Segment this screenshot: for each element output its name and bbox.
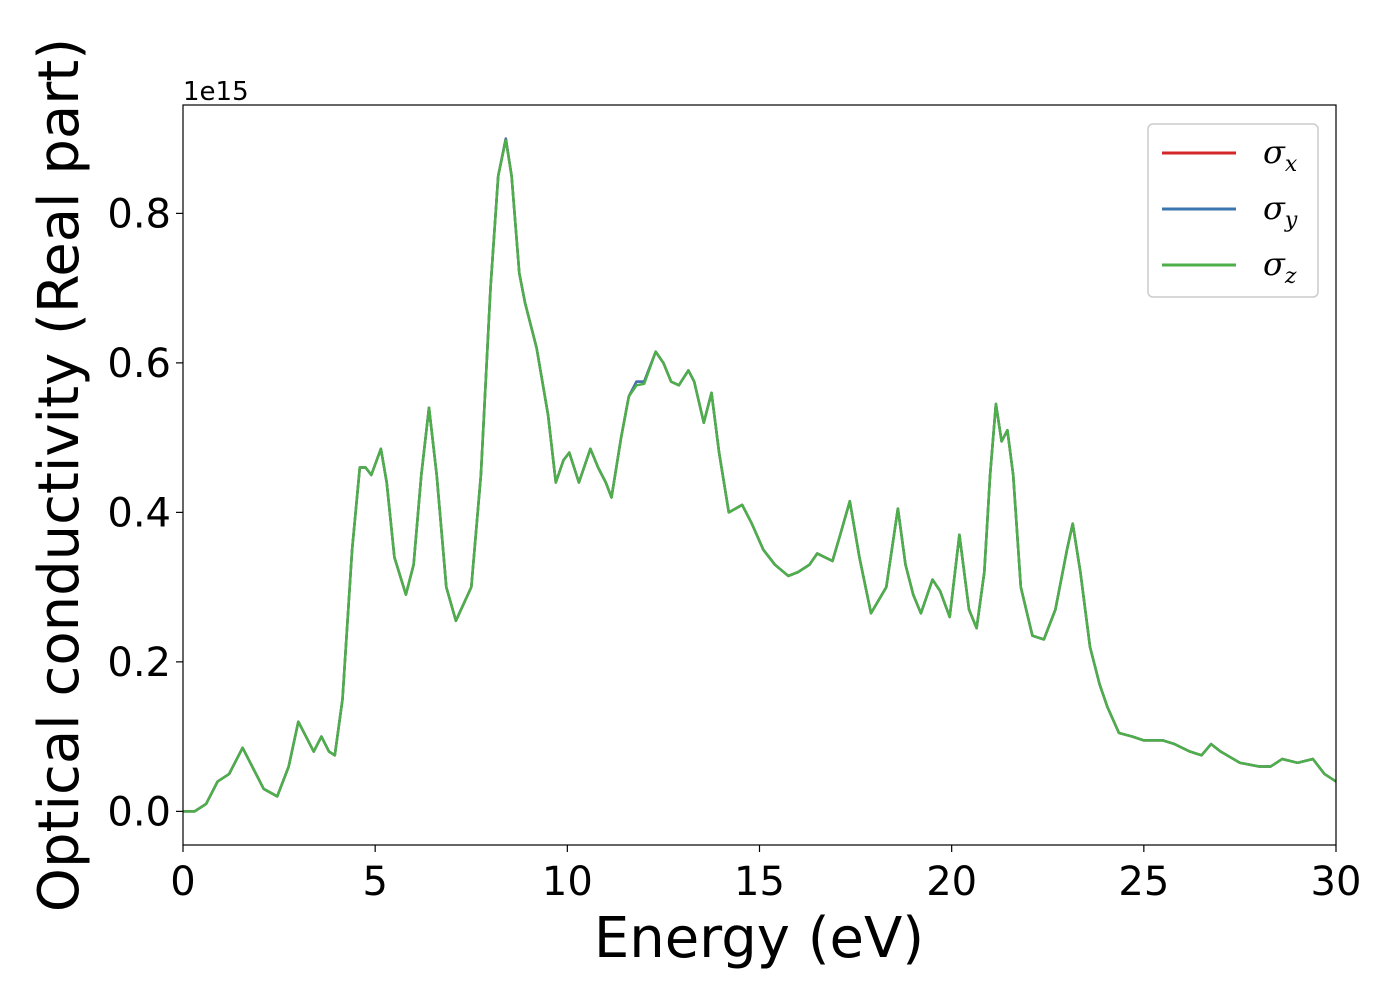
series-line-z [183,138,1337,813]
legend-label-x: σx [1263,133,1298,177]
y-tick-label: 0.6 [107,341,171,387]
x-tick-label: 0 [170,859,195,905]
y-axis-ticks: 0.0 0.2 0.4 0.6 0.8 [107,191,183,835]
y-tick-label: 0.0 [107,789,171,835]
x-tick-label: 15 [734,859,785,905]
x-axis-ticks: 0 5 10 15 20 25 30 [170,845,1361,905]
y-offset-label: 1e15 [183,77,249,107]
y-tick-label: 0.4 [107,490,171,536]
x-tick-label: 25 [1118,859,1169,905]
legend-label-z: σz [1263,245,1297,289]
y-tick-label: 0.2 [107,640,171,686]
x-tick-label: 30 [1311,859,1362,905]
legend-label-y: σy [1263,189,1298,233]
legend: σx σy σz [1147,123,1319,298]
x-tick-label: 10 [542,859,593,905]
x-tick-label: 5 [362,859,387,905]
x-axis-label: Energy (eV) [594,906,924,971]
plot-area [183,105,1336,845]
series-layer [183,137,1337,813]
y-axis-label: Optical conductivity (Real part) [27,38,92,912]
y-tick-label: 0.8 [107,191,171,237]
x-tick-label: 20 [926,859,977,905]
